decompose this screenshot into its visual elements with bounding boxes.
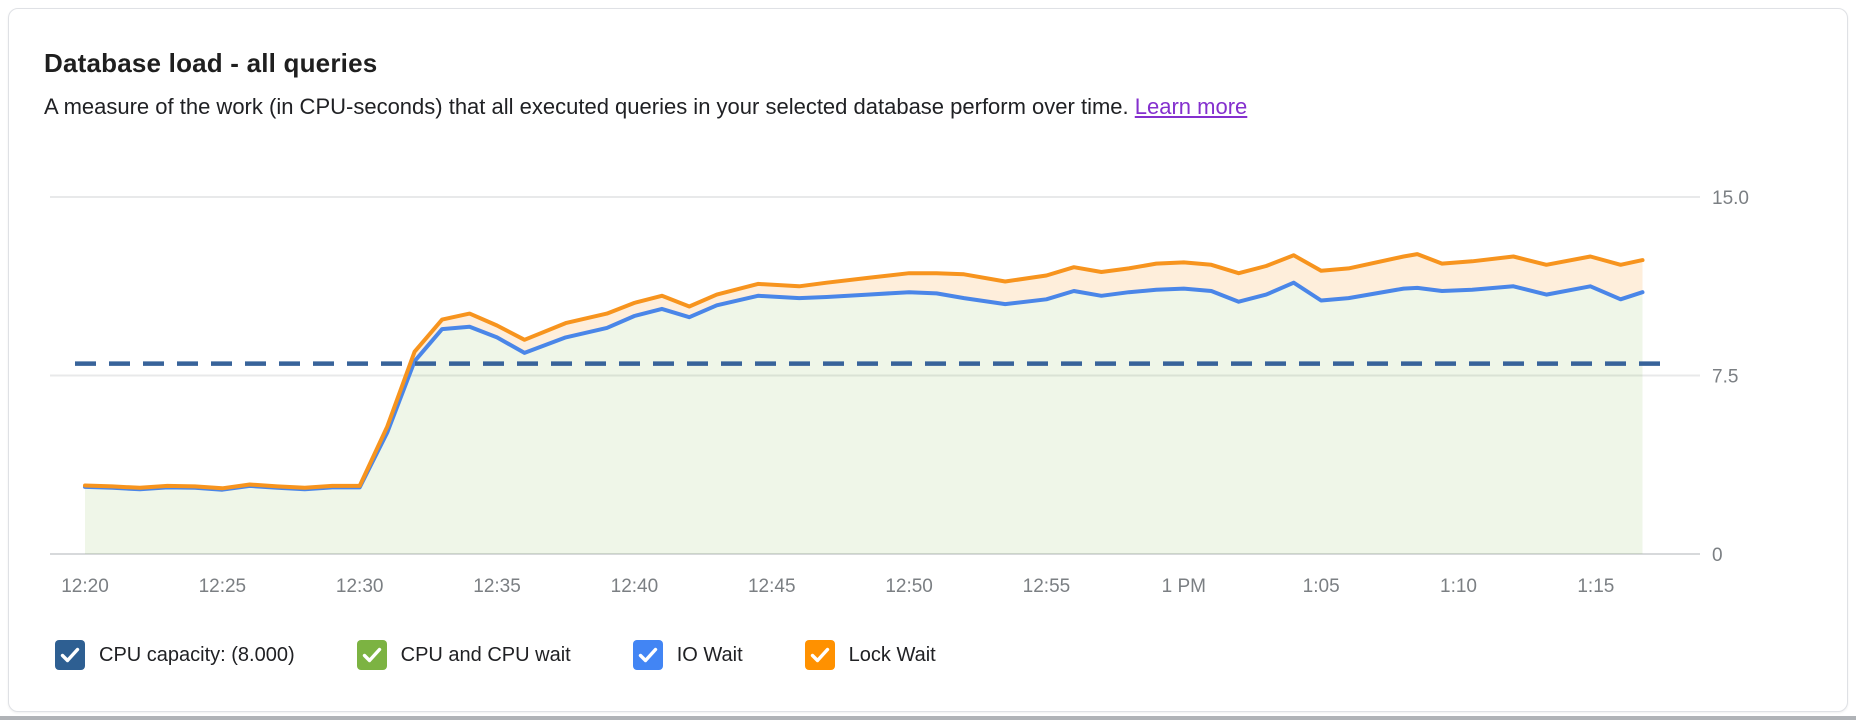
- chart-description: A measure of the work (in CPU-seconds) t…: [44, 94, 1247, 120]
- legend-checkbox-lock-wait[interactable]: [804, 640, 835, 670]
- learn-more-link[interactable]: Learn more: [1134, 94, 1248, 119]
- x-axis-tick-label: 12:40: [611, 576, 659, 597]
- legend-item-lock-wait[interactable]: Lock Wait: [804, 640, 936, 670]
- legend-label-cpu-and-cpu-wait: CPU and CPU wait: [400, 643, 571, 666]
- check-icon: [810, 647, 829, 663]
- chart-legend: CPU capacity: (8.000) CPU and CPU wait IO …: [55, 640, 936, 670]
- x-axis-tick-label: 1 PM: [1162, 576, 1206, 597]
- check-icon: [60, 647, 80, 663]
- x-axis-tick-label: 12:35: [473, 576, 521, 597]
- x-axis-tick-label: 1:05: [1303, 576, 1340, 597]
- y-axis-tick-label: 7.5: [1712, 367, 1738, 388]
- legend-item-cpu-capacity-8-000[interactable]: CPU capacity: (8.000): [55, 640, 295, 670]
- y-axis-tick-label: 0: [1712, 545, 1723, 566]
- x-axis-tick-label: 12:55: [1023, 576, 1071, 597]
- legend-item-io-wait[interactable]: IO Wait: [632, 640, 743, 670]
- database-load-card: [8, 8, 1848, 712]
- x-axis-tick-label: 12:45: [748, 576, 796, 597]
- x-axis-tick-label: 12:20: [61, 576, 109, 597]
- x-axis-tick-label: 1:10: [1440, 576, 1477, 597]
- lock-wait-area: [85, 254, 1643, 490]
- page-title: Database load - all queries: [44, 48, 378, 78]
- legend-checkbox-cpu-capacity-8-000[interactable]: [55, 640, 85, 670]
- legend-label-cpu-capacity-8-000: CPU capacity: (8.000): [99, 643, 295, 666]
- x-axis-tick-label: 12:25: [199, 576, 247, 597]
- lock-wait-line: [83, 252, 1645, 491]
- y-axis-tick-label: 15.0: [1712, 188, 1749, 209]
- legend-label-io-wait: IO Wait: [676, 643, 743, 666]
- x-axis-tick-label: 12:30: [336, 576, 384, 597]
- check-icon: [362, 647, 381, 663]
- page-divider: [0, 716, 1856, 720]
- x-axis-tick-label: 1:15: [1577, 576, 1614, 597]
- check-icon: [638, 647, 657, 663]
- x-axis-tick-label: 12:50: [885, 576, 933, 597]
- cpu-and-cpu-wait-area: [85, 282, 1643, 554]
- legend-checkbox-io-wait[interactable]: [632, 640, 663, 670]
- description-text: A measure of the work (in CPU-seconds) t…: [44, 94, 1129, 119]
- legend-checkbox-cpu-and-cpu-wait[interactable]: [356, 640, 387, 670]
- legend-item-cpu-and-cpu-wait[interactable]: CPU and CPU wait: [356, 640, 571, 670]
- legend-label-lock-wait: Lock Wait: [848, 643, 936, 666]
